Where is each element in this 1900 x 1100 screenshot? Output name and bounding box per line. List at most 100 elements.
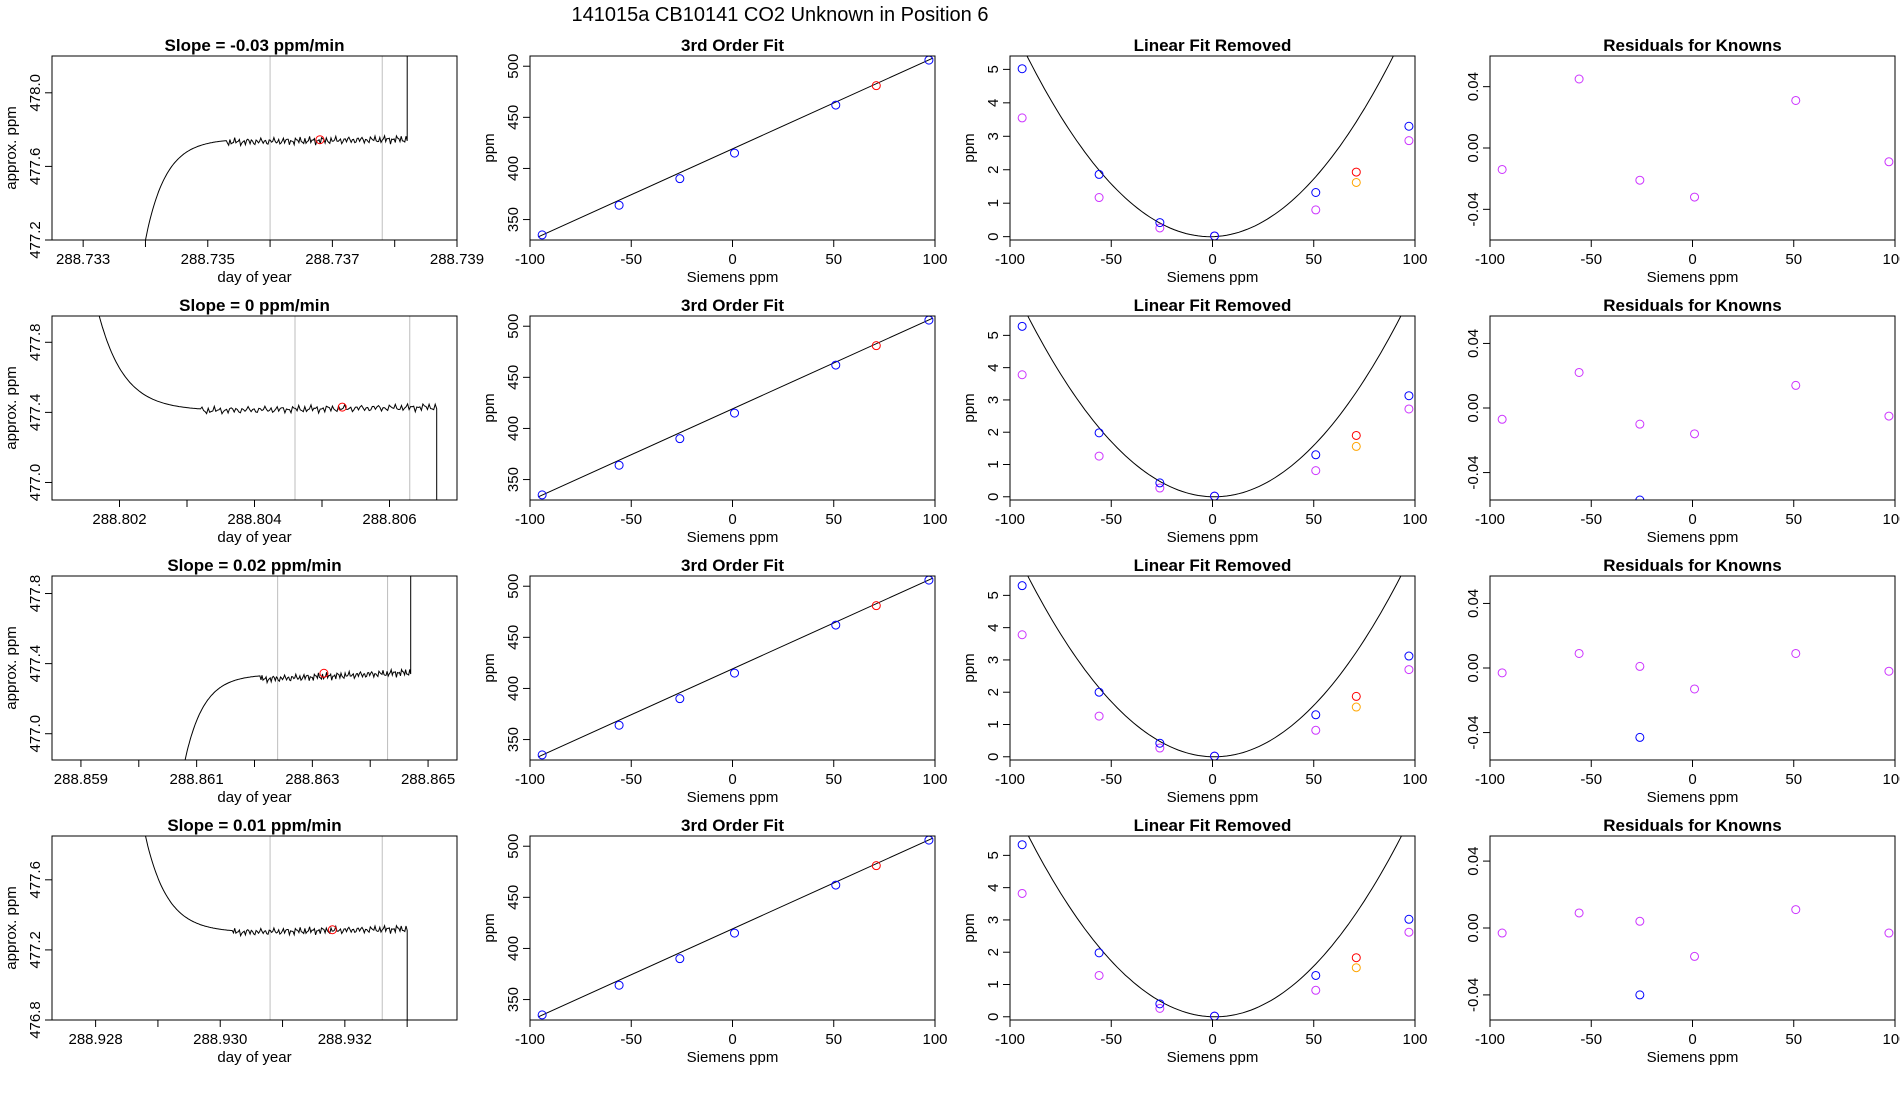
plot-frame [529,575,936,761]
purple-point [1635,661,1645,671]
y-axis-label: ppm [481,393,498,422]
red-point [1351,167,1361,177]
x-tick-label: 288.733 [56,251,110,268]
panel-title: Slope = -0.03 ppm/min [165,36,345,55]
x-tick-label: 100 [1882,771,1900,788]
y-tick-label: 3 [985,656,1002,664]
plot-frame [1489,835,1896,1021]
x-tick-label: 0 [1688,251,1696,268]
x-tick-label: -100 [995,1031,1025,1048]
panel-title: Slope = 0.01 ppm/min [167,816,341,835]
plot-area [537,836,934,1020]
x-tick-label: 50 [1785,771,1802,788]
known-point [614,980,624,990]
x-tick-label: 288.932 [318,1031,372,1048]
x-tick-label: -50 [620,1031,642,1048]
blue-point [1017,64,1027,74]
purple-point [1094,193,1104,203]
y-axis-label: approx. ppm [3,366,20,449]
x-tick-label: 288.735 [181,251,235,268]
y-axis-label: approx. ppm [3,626,20,709]
known-point [614,200,624,210]
purple-point [1497,414,1507,424]
x-axis-label: Siemens ppm [687,1049,779,1066]
y-tick-label: 450 [505,885,522,910]
x-tick-label: 288.865 [401,771,455,788]
y-tick-label: 5 [985,591,1002,599]
y-tick-label: 477.6 [27,148,44,186]
purple-point [1574,74,1584,84]
orange-point [1351,177,1361,187]
blue-point [1635,990,1645,1000]
y-axis-label: ppm [961,133,978,162]
residual-curve [1027,576,1402,758]
y-tick-label: 2 [985,166,1002,174]
plot-area [537,316,934,500]
known-point [537,750,547,760]
x-axis-label: Siemens ppm [1167,269,1259,286]
x-tick-label: -100 [515,511,545,528]
panel-r1-c3: Linear Fit Removed -100 -50 0 50 100 0 1 2 3 4 5 Sie… [961,36,1428,286]
y-tick-label: 5 [985,331,1002,339]
blue-point [1404,121,1414,131]
purple-point [1155,1003,1165,1013]
y-tick-label: 477.2 [27,931,44,969]
x-tick-label: -50 [1100,251,1122,268]
plot-frame [1489,315,1896,501]
known-point [730,928,740,938]
y-tick-label: 450 [505,625,522,650]
plot-area [184,576,412,760]
panel-title: Linear Fit Removed [1134,36,1292,55]
y-tick-label: 450 [505,105,522,130]
known-point [675,174,685,184]
x-tick-label: 50 [825,771,842,788]
plot-frame [1489,55,1896,241]
y-tick-label: 400 [505,156,522,181]
blue-point [1155,738,1165,748]
plot-frame [529,835,936,1021]
y-tick-label: 350 [505,467,522,492]
panel-title: Linear Fit Removed [1134,816,1292,835]
purple-point [1311,205,1321,215]
x-tick-label: -100 [995,771,1025,788]
y-axis-label: ppm [481,653,498,682]
mean-point [315,135,325,145]
y-tick-label: 3 [985,132,1002,140]
y-tick-label: 4 [985,99,1002,107]
page-title: 141015a CB10141 CO2 Unknown in Position … [571,4,989,26]
x-tick-label: -100 [515,251,545,268]
fit-line [537,317,934,498]
mean-point [337,402,347,412]
x-tick-label: 0 [728,251,736,268]
purple-point [1497,928,1507,938]
x-axis-label: Siemens ppm [1167,789,1259,806]
y-tick-label: 478.0 [27,74,44,112]
plot-area [1497,74,1894,202]
unknown-point [871,341,881,351]
blue-point [1404,391,1414,401]
blue-point [1404,651,1414,661]
x-tick-label: 0 [728,1031,736,1048]
x-axis-label: Siemens ppm [1647,269,1739,286]
panel-r3-c3: Linear Fit Removed -100 -50 0 50 100 0 1 2 3 4 5 Sie… [961,556,1428,806]
blue-point [1094,169,1104,179]
y-tick-label: -0.04 [1465,455,1482,489]
x-tick-label: 50 [1785,1031,1802,1048]
known-point [675,694,685,704]
plot-area [1497,367,1894,500]
y-tick-label: 500 [505,834,522,859]
panel-r4-c1: Slope = 0.01 ppm/min 288.928 288.930 288.93… [3,816,458,1066]
x-tick-label: -100 [995,251,1025,268]
y-tick-label: 4 [985,623,1002,631]
orange-point [1351,963,1361,973]
x-tick-label: -50 [620,511,642,528]
x-axis-label: Siemens ppm [687,269,779,286]
panel-title: 3rd Order Fit [681,36,784,55]
y-tick-label: 0.00 [1465,133,1482,162]
known-point [675,954,685,964]
blue-point [1017,581,1027,591]
x-tick-label: -50 [1100,771,1122,788]
purple-point [1690,951,1700,961]
x-tick-label: 50 [1305,251,1322,268]
